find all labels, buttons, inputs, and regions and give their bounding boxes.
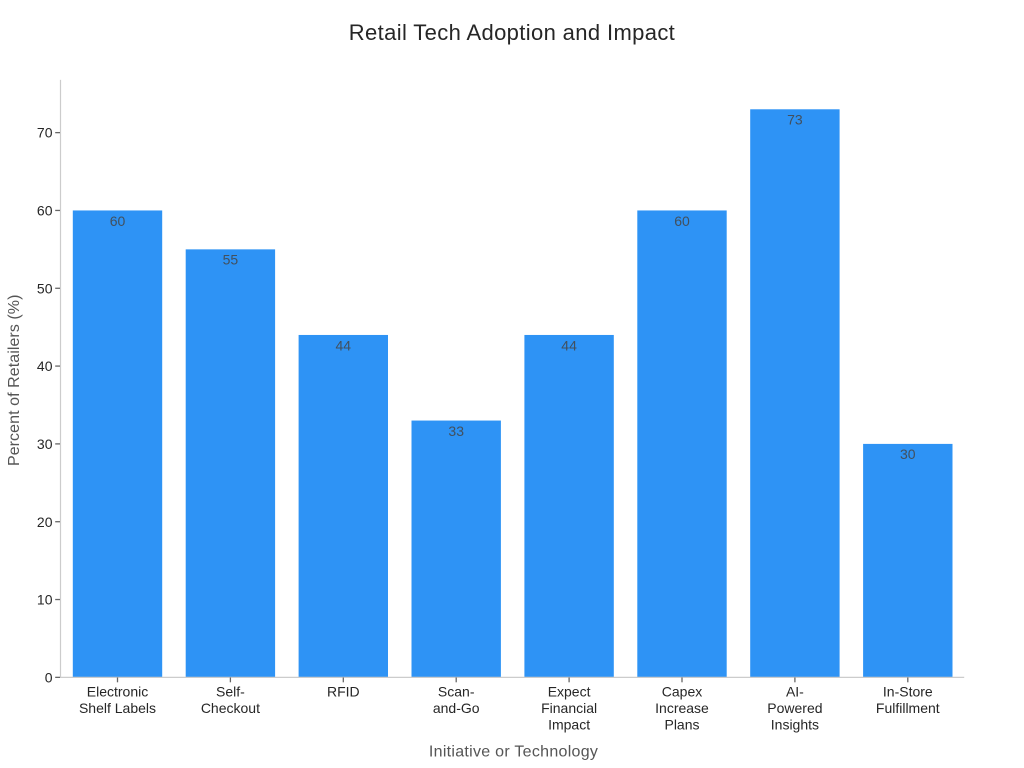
svg-text:33: 33 bbox=[448, 423, 464, 439]
svg-text:Scan-and-Go: Scan-and-Go bbox=[433, 683, 480, 716]
svg-text:73: 73 bbox=[787, 112, 803, 128]
svg-text:RFID: RFID bbox=[327, 683, 360, 699]
svg-text:Initiative or Technology: Initiative or Technology bbox=[429, 743, 598, 760]
svg-text:60: 60 bbox=[110, 213, 126, 229]
svg-text:20: 20 bbox=[37, 514, 53, 530]
svg-text:50: 50 bbox=[37, 280, 53, 296]
svg-text:70: 70 bbox=[37, 125, 53, 141]
svg-text:60: 60 bbox=[674, 213, 690, 229]
svg-text:40: 40 bbox=[37, 358, 53, 374]
svg-text:44: 44 bbox=[336, 337, 352, 353]
svg-text:30: 30 bbox=[900, 446, 916, 462]
svg-text:55: 55 bbox=[223, 252, 239, 268]
svg-text:60: 60 bbox=[37, 203, 53, 219]
svg-text:30: 30 bbox=[37, 436, 53, 452]
svg-text:0: 0 bbox=[45, 669, 53, 685]
svg-text:44: 44 bbox=[561, 337, 577, 353]
svg-text:Retail Tech Adoption and Impac: Retail Tech Adoption and Impact bbox=[349, 20, 675, 45]
svg-text:10: 10 bbox=[37, 592, 53, 608]
svg-text:Percent of Retailers (%): Percent of Retailers (%) bbox=[6, 295, 23, 467]
